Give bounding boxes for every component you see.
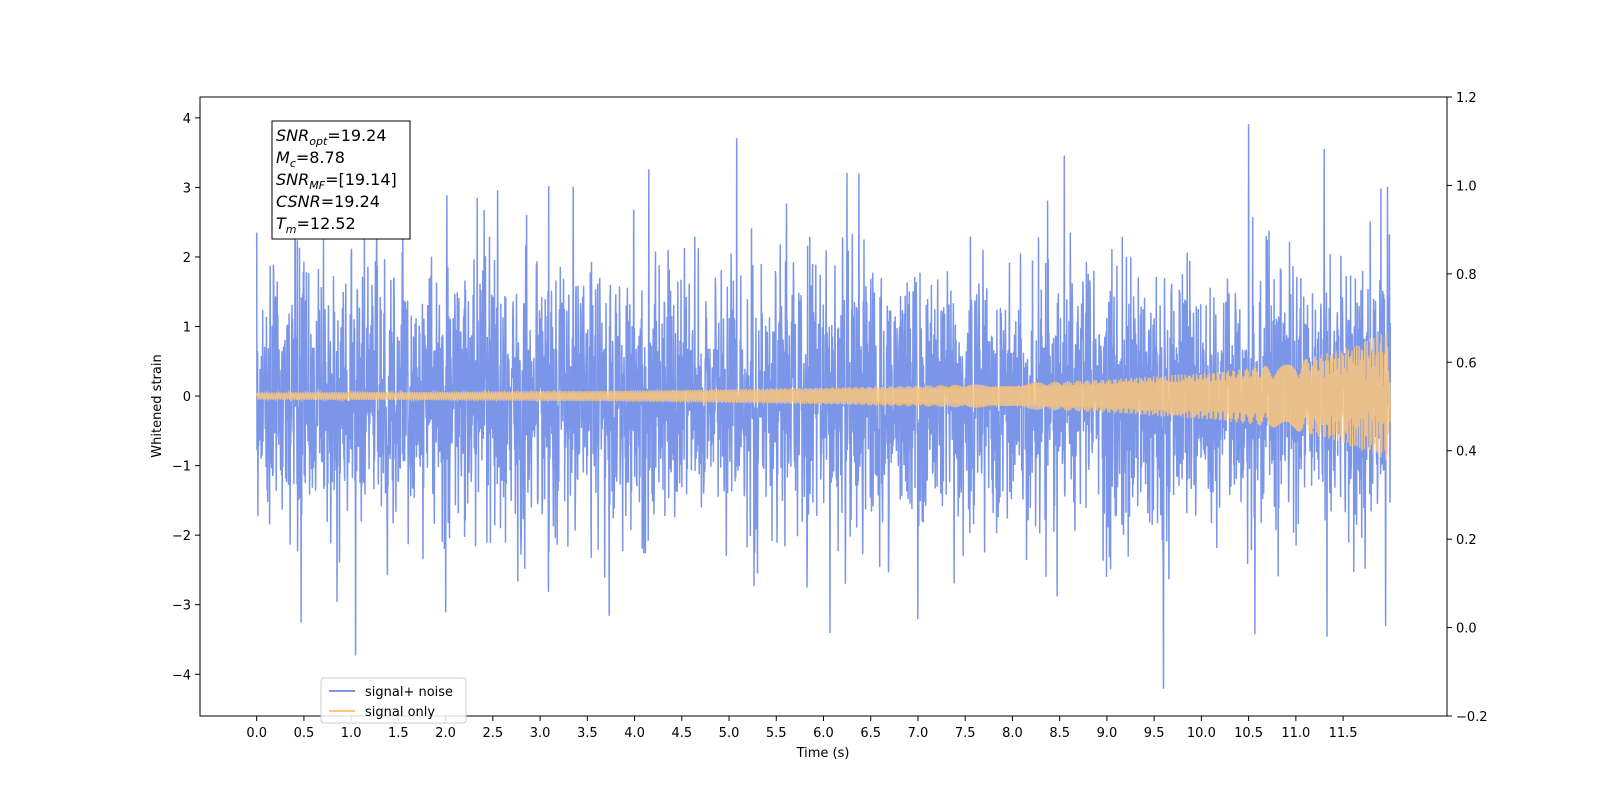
legend-label: signal+ noise xyxy=(365,685,453,700)
y2-tick-label: 0.8 xyxy=(1456,268,1477,283)
legend: signal+ noise signal only xyxy=(320,677,467,724)
y2-tick-label: 0.2 xyxy=(1456,533,1477,548)
annotation-frame xyxy=(271,120,411,240)
x-tick-label: 9.5 xyxy=(1144,726,1165,741)
annotation-line: SNRopt=19.24 xyxy=(276,126,387,148)
y-tick-label: 4 xyxy=(183,112,191,127)
x-tick-label: 7.0 xyxy=(908,726,929,741)
y-axis-label: Whitened strain xyxy=(150,354,165,457)
x-tick-label: 0.0 xyxy=(246,726,267,741)
x-tick-label: 2.5 xyxy=(483,726,504,741)
x-tick-label: 1.0 xyxy=(341,726,362,741)
x-tick-label: 5.0 xyxy=(719,726,740,741)
annotation-line: Tm=12.52 xyxy=(276,214,356,236)
y2-tick-label: 1.0 xyxy=(1456,179,1477,194)
x-tick-label: 7.5 xyxy=(955,726,976,741)
x-axis-label: Time (s) xyxy=(796,746,850,761)
x-tick-label: 10.0 xyxy=(1187,726,1216,741)
y-tick-label: 1 xyxy=(183,321,191,336)
x-tick-label: 2.0 xyxy=(435,726,456,741)
x-tick-label: 8.0 xyxy=(1002,726,1023,741)
y2-tick-label: 1.2 xyxy=(1456,91,1477,106)
x-tick-label: 4.0 xyxy=(624,726,645,741)
y2-tick-label: 0.0 xyxy=(1456,622,1477,637)
x-tick-label: 5.5 xyxy=(766,726,787,741)
y-tick-label: −1 xyxy=(172,460,191,475)
x-tick-label: 3.5 xyxy=(577,726,598,741)
x-tick-label: 3.0 xyxy=(530,726,551,741)
x-tick-label: 1.5 xyxy=(388,726,409,741)
y-tick-label: 2 xyxy=(183,251,191,266)
annotation-line: Mc=8.78 xyxy=(276,148,345,170)
annotation-line: SNRMF=[19.14] xyxy=(276,170,397,192)
y-tick-label: −4 xyxy=(172,668,191,683)
legend-label: signal only xyxy=(365,705,435,720)
axes-layer: 0.0 0.5 1.0 1.5 2.0 2.5 3.0 3.5 4.0 4.5 5.0 5.5 6.0 6… xyxy=(172,91,1488,741)
y-tick-label: 0 xyxy=(183,390,191,405)
x-tick-label: 6.5 xyxy=(860,726,881,741)
series-layer xyxy=(255,124,1392,689)
y2-tick-label: 0.4 xyxy=(1456,445,1477,460)
annotation-line: CSNR=19.24 xyxy=(276,192,380,211)
legend-frame xyxy=(320,677,467,724)
x-tick-label: 8.5 xyxy=(1049,726,1070,741)
annotation-box: SNRopt=19.24Mc=8.78SNRMF=[19.14]CSNR=19.… xyxy=(271,120,411,240)
y-tick-label: 3 xyxy=(183,181,191,196)
y2-tick-label: −0.2 xyxy=(1456,710,1488,725)
y-tick-label: −3 xyxy=(172,599,191,614)
x-tick-label: 4.5 xyxy=(671,726,692,741)
x-tick-label: 11.5 xyxy=(1329,726,1358,741)
y2-tick-label: 0.6 xyxy=(1456,356,1477,371)
y-tick-label: −2 xyxy=(172,529,191,544)
x-tick-label: 6.0 xyxy=(813,726,834,741)
x-tick-label: 11.0 xyxy=(1281,726,1310,741)
x-tick-label: 10.5 xyxy=(1234,726,1263,741)
x-tick-label: 0.5 xyxy=(294,726,315,741)
x-tick-label: 9.0 xyxy=(1097,726,1118,741)
series-line-signal-only xyxy=(255,333,1392,461)
